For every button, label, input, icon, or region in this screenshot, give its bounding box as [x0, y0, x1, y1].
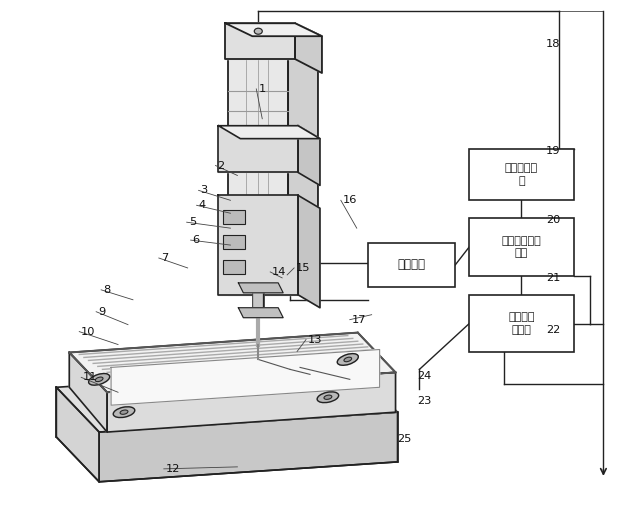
Bar	[469, 218, 574, 276]
Polygon shape	[99, 412, 397, 482]
Polygon shape	[295, 23, 322, 73]
Bar	[223, 260, 246, 274]
Bar	[223, 235, 246, 249]
Text: 19: 19	[546, 146, 560, 156]
Bar	[368, 243, 455, 287]
Text: 15: 15	[296, 263, 311, 273]
Text: 11: 11	[83, 373, 98, 382]
Polygon shape	[228, 39, 288, 295]
Ellipse shape	[337, 353, 358, 365]
Text: 1: 1	[259, 84, 265, 94]
Ellipse shape	[95, 377, 103, 382]
Text: 14: 14	[272, 267, 286, 277]
Polygon shape	[69, 352, 107, 432]
Text: 微电流检
测电路: 微电流检 测电路	[508, 313, 534, 335]
Ellipse shape	[120, 410, 128, 414]
Polygon shape	[107, 373, 396, 432]
Polygon shape	[56, 367, 397, 432]
Text: 13: 13	[308, 334, 322, 345]
Text: 静电管䓝控制
系统: 静电管䓝控制 系统	[502, 236, 541, 259]
Polygon shape	[228, 39, 318, 54]
Text: 16: 16	[343, 196, 357, 205]
Ellipse shape	[317, 392, 339, 402]
Text: 6: 6	[193, 235, 200, 245]
Text: 4: 4	[198, 200, 206, 211]
Text: 12: 12	[166, 464, 180, 474]
Text: 5: 5	[188, 217, 196, 227]
Text: 18: 18	[546, 39, 560, 49]
Ellipse shape	[254, 28, 262, 34]
Text: 高压电源: 高压电源	[397, 259, 425, 271]
Text: 25: 25	[397, 434, 412, 444]
Polygon shape	[218, 196, 298, 295]
Polygon shape	[218, 126, 320, 139]
Text: 7: 7	[161, 253, 168, 263]
Polygon shape	[226, 23, 322, 36]
Polygon shape	[111, 349, 379, 405]
Text: 21: 21	[546, 273, 560, 283]
Polygon shape	[56, 388, 99, 482]
Text: 3: 3	[201, 185, 208, 196]
Bar	[223, 210, 246, 224]
Polygon shape	[298, 126, 320, 185]
Polygon shape	[238, 283, 283, 293]
Polygon shape	[298, 196, 320, 308]
Text: 22: 22	[546, 325, 560, 334]
Ellipse shape	[344, 357, 352, 362]
Text: 2: 2	[218, 160, 224, 170]
Text: 10: 10	[81, 327, 95, 336]
Text: 17: 17	[352, 315, 366, 325]
Ellipse shape	[324, 395, 332, 399]
Text: 24: 24	[417, 372, 432, 381]
Text: 23: 23	[417, 396, 432, 406]
Polygon shape	[238, 308, 283, 318]
Polygon shape	[218, 126, 298, 172]
Text: 9: 9	[98, 307, 105, 317]
Text: 8: 8	[103, 285, 110, 295]
Ellipse shape	[89, 374, 110, 385]
Text: 注射泵控制
器: 注射泵控制 器	[505, 163, 538, 186]
Ellipse shape	[113, 407, 135, 417]
Text: 20: 20	[546, 215, 560, 225]
Bar	[469, 295, 574, 352]
Polygon shape	[288, 39, 318, 300]
Polygon shape	[226, 23, 295, 59]
Bar	[469, 149, 574, 200]
Polygon shape	[69, 333, 396, 392]
